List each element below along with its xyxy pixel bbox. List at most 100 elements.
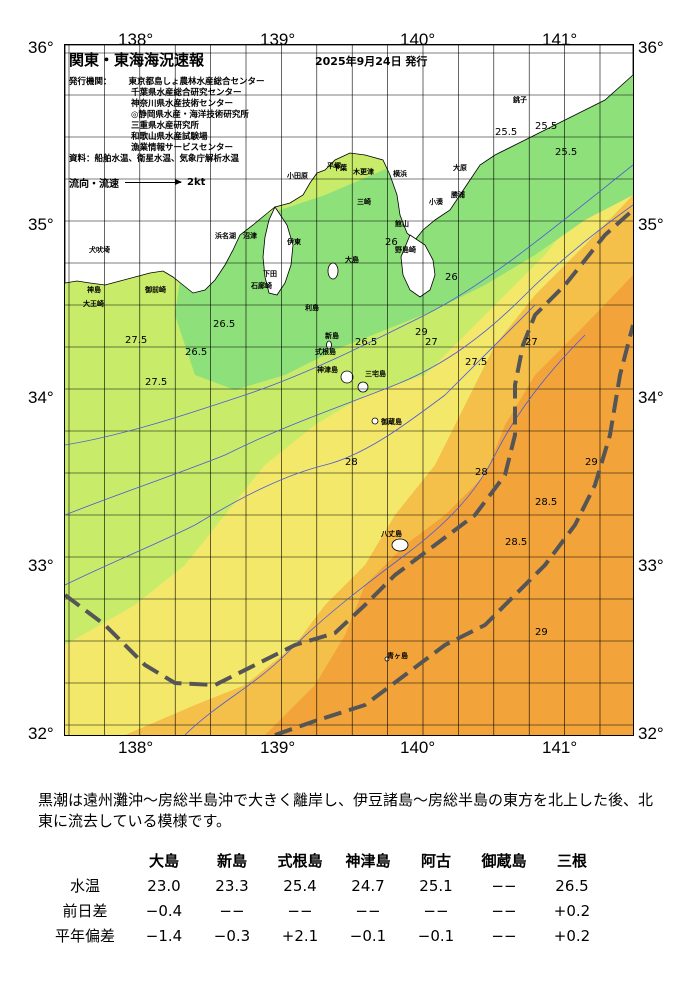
isotherm-label: 28.5 [505,537,527,548]
issuer-4: 三重県水産研究所 [131,121,200,131]
isotherm-label: 28 [475,467,488,478]
place-kisarazu: 木更津 [353,168,374,176]
table-cell: −− [219,901,245,920]
isotherm-label: 25.5 [535,121,557,132]
place-tokyo-bay: 千葉 [333,164,347,172]
station-3: 神津島 [345,852,391,870]
place-odawara: 小田原 [287,172,308,180]
table-cell: 23.0 [147,876,181,895]
isotherm-label: 25.5 [555,147,577,158]
row-label: 水温 [69,877,100,895]
place-mikurajima: 御蔵島 [381,418,402,426]
place-hiratsuka: 平塚 [327,162,341,170]
station-6: 三根 [556,852,587,870]
issuer-0: 東京都島しょ農林水産総合センター [128,77,265,87]
place-omaezaki: 御前崎 [145,286,166,294]
land-izu-peninsula [262,206,294,296]
lat-tick-left-32: 32° [28,724,54,743]
table-cell: −− [287,901,313,920]
station-2: 式根島 [277,852,323,870]
isotherm-line [184,334,586,735]
place-katsuura: 大原 [453,164,467,172]
lat-tick-left-36: 36° [28,38,54,57]
legend-label: 流向・流速 [69,179,119,190]
isotherm-label: 26.5 [185,347,207,358]
corner-cell [40,848,130,873]
isotherm-label: 26.5 [355,337,377,348]
place-misaki: 三崎 [357,198,371,206]
kuroshio-outer-line [274,324,633,735]
lat-tick-right-36: 36° [638,38,664,57]
place-hachijojima: 八丈島 [381,530,402,538]
zone-hot [265,275,633,735]
station-1: 新島 [216,852,247,870]
isotherm-label: 27.5 [125,335,147,346]
isotherm-label: 25.5 [495,127,517,138]
issuers-row-0: 発行機関： 東京都島しょ農林水産総合センター [69,77,265,88]
place-taishi: 大王崎 [83,300,104,308]
isotherm-line [65,304,536,586]
map-title: 関東・東海海況速報 [69,51,205,69]
table-cell: 24.7 [351,876,385,895]
issuer-6: 漁業情報サービスセンター [131,143,234,153]
station-0: 大島 [148,852,179,870]
place-ito: 伊東 [287,238,301,246]
kuroshio-axis-line [65,208,633,688]
isotherm-label: 26 [445,272,458,283]
zone-cold [175,65,633,390]
place-choshi: 銚子 [513,96,527,104]
isotherm-label: 27 [525,337,538,348]
place-shimoda: 下田 [263,270,277,278]
place-aogashima: 青ヶ島 [387,652,408,660]
table-cell: −− [491,901,517,920]
island-miyakejima [357,381,369,393]
map-canvas: 25.5 25.5 25.5 26 26 26.5 26.5 26.5 27 27 27.5 27.5… [65,45,633,735]
island-aogashima [384,656,390,662]
isotherm-label: 26.5 [213,319,235,330]
lon-tick-bottom-139: 139° [260,738,296,757]
legend-value: 2kt [187,177,206,188]
table-cell: 23.3 [215,876,249,895]
table-cell: −0.3 [213,926,251,945]
current-legend: 流向・流速 2kt [69,175,205,190]
lon-tick-bottom-138: 138° [118,738,154,757]
row-label: 前日差 [62,902,108,920]
isotherm-line [65,204,633,516]
lat-tick-left-33: 33° [28,556,54,575]
island-oshima [327,262,339,280]
issuer-5: 和歌山県水産試験場 [131,132,208,142]
lon-tick-bottom-140: 140° [400,738,436,757]
place-onjuku: 小湊 [429,198,443,206]
place-nojimazaki: 野島崎 [395,246,416,254]
issuers-label: 発行機関： [69,77,112,87]
lat-tick-right-35: 35° [638,215,664,234]
table-cell: −0.1 [349,926,387,945]
table-cell: −1.4 [145,926,183,945]
isotherm-label: 28 [345,457,358,468]
place-kaminojima: 神島 [87,286,101,294]
table-header-row: 大島 新島 式根島 神津島 阿古 御蔵島 三根 [40,848,606,873]
land-boso-peninsula [400,234,436,298]
table-cell: −0.4 [145,901,183,920]
isotherm-label: 28.5 [535,497,557,508]
place-irozaki: 石廊崎 [251,282,272,290]
table-cell: −− [355,901,381,920]
isotherm-label: 26 [385,237,398,248]
table-cell: −− [423,901,449,920]
lat-tick-right-34: 34° [638,388,664,407]
place-shikinejima: 式根島 [315,348,336,356]
island-hachijojima [391,538,409,552]
sea-temperature-map: 25.5 25.5 25.5 26 26 26.5 26.5 26.5 27 27 27.5 27.5… [64,44,634,736]
coastal-temperature-table: 大島 新島 式根島 神津島 阿古 御蔵島 三根 水温 23.0 23.3 25.… [40,848,606,948]
table-cell: +2.1 [281,926,319,945]
land-honshu [65,45,633,294]
isotherm-label: 27.5 [465,357,487,368]
isotherm-label: 29 [535,627,548,638]
row-label: 平年偏差 [54,927,115,945]
place-yokohama: 横浜 [393,170,407,178]
issuers-block: 発行機関： 東京都島しょ農林水産総合センター 千葉県水産総合研究センター 神奈川… [69,77,265,165]
lat-lon-grid [65,45,633,735]
table-cell: −− [491,926,517,945]
commentary-text: 黒潮は遠州灘沖～房総半島沖で大きく離岸し、伊豆諸島～房総半島の東方を北上した後、… [38,791,654,830]
issuer-1: 千葉県水産総合研究センター [131,88,242,98]
